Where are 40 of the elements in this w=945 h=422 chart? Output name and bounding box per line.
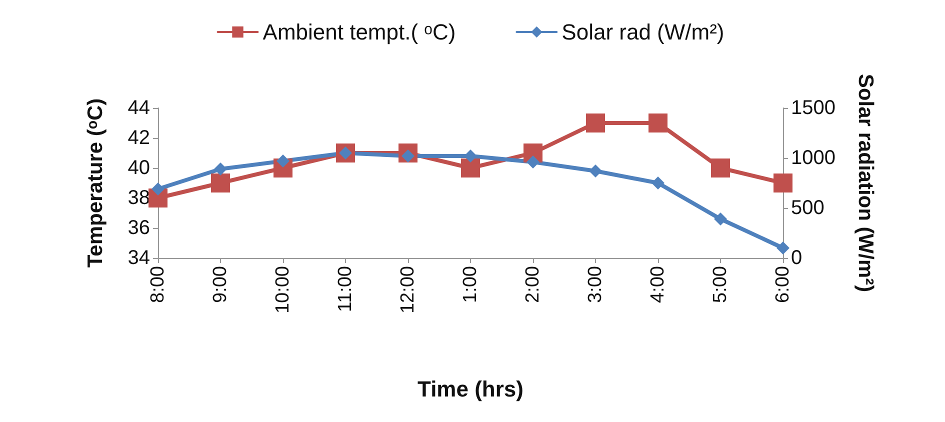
y2-axis-title: Solar radiation (W/m²) [854,74,877,292]
x-tick-label: 8:00 [148,266,168,303]
x-tick-label: 12:00 [398,266,418,314]
x-tick-label: 6:00 [772,266,794,303]
point [648,114,668,132]
point [461,158,480,178]
y-tick-label: 40 [128,157,150,179]
point [214,162,227,176]
y2-tick-label: 0 [791,247,802,269]
point [774,174,792,192]
legend-label: Solar rad (W/m²) [562,20,724,44]
point [776,242,790,254]
y2-tick-label: 1000 [791,147,836,169]
legend-label: Ambient tempt.( ᵒC) [262,20,456,44]
y-tick-label: 42 [128,127,150,149]
point [652,176,664,190]
y-tick-label: 38 [128,187,150,209]
y2-tick-label: 1500 [791,97,836,119]
point [152,182,164,196]
point [714,212,727,226]
x-axis-title: Time (hrs) [418,376,524,402]
x-tick-label: 5:00 [710,266,731,303]
point [276,154,290,168]
x-tick-label: 11:00 [335,266,356,312]
y-tick-label: 36 [128,217,150,239]
y-tick-label: 44 [128,97,150,119]
point [211,174,230,192]
y2-tick-label: 500 [791,197,824,219]
point [711,158,730,178]
point [586,114,605,132]
y-tick-label: 34 [128,247,150,269]
x-tick-label: 4:00 [648,266,668,303]
x-tick-label: 3:00 [585,266,606,303]
x-tick-label: 9:00 [210,266,231,303]
x-tick-label: 1:00 [460,266,481,303]
point [526,156,540,168]
x-tick-label: 10:00 [272,266,294,314]
y-axis-title: Temperature (ᵒC) [84,98,107,268]
x-tick-label: 2:00 [522,266,544,303]
point [589,164,602,178]
